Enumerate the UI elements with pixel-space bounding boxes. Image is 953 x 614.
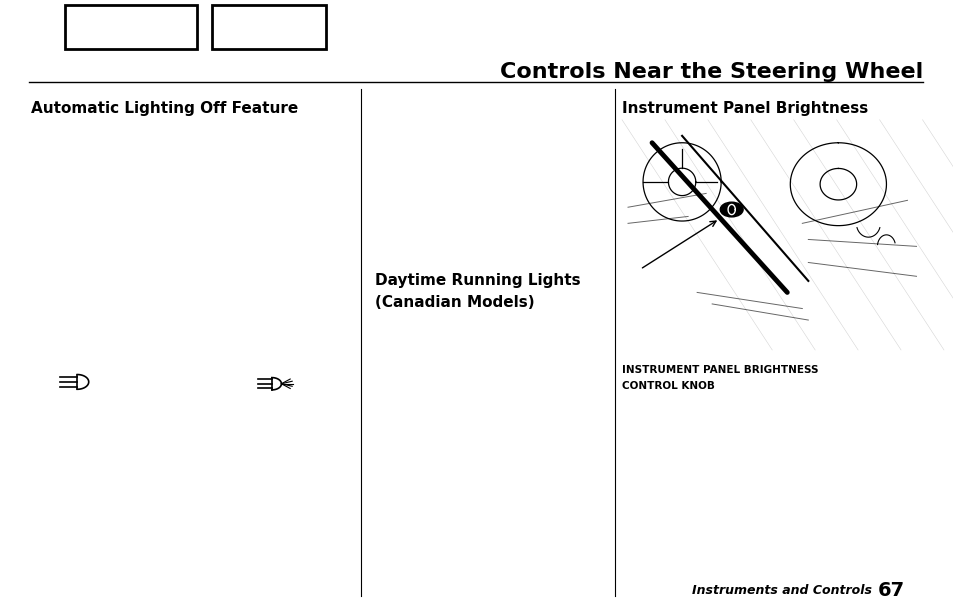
Text: Controls Near the Steering Wheel: Controls Near the Steering Wheel xyxy=(499,62,923,82)
Text: 67: 67 xyxy=(877,581,903,600)
Bar xyxy=(65,5,196,49)
Text: (Canadian Models): (Canadian Models) xyxy=(375,295,534,309)
Text: Instruments and Controls: Instruments and Controls xyxy=(691,584,871,597)
Bar xyxy=(212,5,326,49)
Text: Daytime Running Lights: Daytime Running Lights xyxy=(375,273,580,288)
Text: CONTROL KNOB: CONTROL KNOB xyxy=(621,381,714,391)
Text: INSTRUMENT PANEL BRIGHTNESS: INSTRUMENT PANEL BRIGHTNESS xyxy=(621,365,818,375)
Circle shape xyxy=(720,202,742,217)
Text: Automatic Lighting Off Feature: Automatic Lighting Off Feature xyxy=(31,101,298,116)
Text: Instrument Panel Brightness: Instrument Panel Brightness xyxy=(621,101,867,116)
